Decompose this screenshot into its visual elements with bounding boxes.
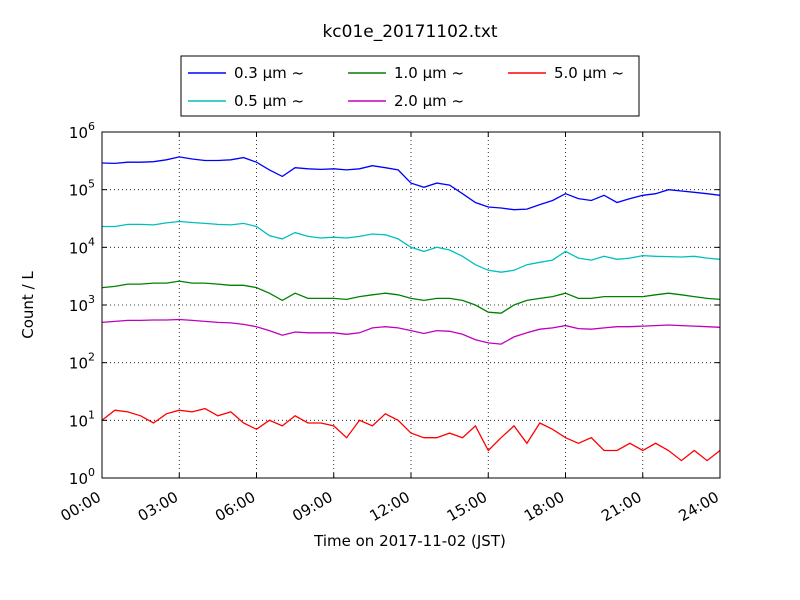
legend-box <box>180 55 640 117</box>
x-tick-label: 03:00 <box>135 488 181 525</box>
y-tick-base: 10 <box>69 297 88 315</box>
chart-title: kc01e_20171102.txt <box>322 22 497 42</box>
x-tick-label: 21:00 <box>598 488 644 525</box>
y-tick-base: 10 <box>69 470 88 488</box>
y-tick-label: 102 <box>69 351 95 373</box>
x-tick-label: 06:00 <box>212 488 258 525</box>
legend-label-3: 2.0 μm ~ <box>394 92 464 110</box>
y-tick-exponent: 6 <box>88 120 95 133</box>
x-tick-label: 18:00 <box>521 488 567 525</box>
legend: 0.3 μm ~ 0.5 μm ~ 1.0 μm ~ 2.0 μm ~ 5.0 μm ~ <box>180 55 640 117</box>
x-tick-label: 24:00 <box>676 488 722 525</box>
x-tick-label: 09:00 <box>289 488 335 525</box>
y-tick-label: 100 <box>69 466 95 488</box>
legend-label-2: 1.0 μm ~ <box>394 64 464 82</box>
series-line-0 <box>101 156 721 211</box>
series-line-2 <box>101 280 721 314</box>
x-tick-label: 15:00 <box>444 488 490 525</box>
y-tick-base: 10 <box>69 182 88 200</box>
y-tick-exponent: 4 <box>88 235 95 248</box>
y-tick-exponent: 2 <box>88 351 95 364</box>
series-line-1 <box>102 220 721 273</box>
x-axis-label: Time on 2017-11-02 (JST) <box>313 532 506 550</box>
series-layer <box>101 156 721 462</box>
legend-label-0: 0.3 μm ~ <box>234 64 304 82</box>
legend-label-4: 5.0 μm ~ <box>554 64 624 82</box>
series-line-4 <box>101 407 721 462</box>
series-line-3 <box>101 318 721 345</box>
x-tick-label: 12:00 <box>367 488 413 525</box>
y-tick-label: 104 <box>69 235 95 257</box>
y-tick-base: 10 <box>69 124 88 142</box>
y-tick-base: 10 <box>69 355 88 373</box>
y-tick-exponent: 1 <box>88 408 95 421</box>
y-axis-label: Count / L <box>19 271 37 339</box>
y-tick-label: 105 <box>69 178 95 200</box>
y-tick-exponent: 5 <box>88 178 95 191</box>
grid <box>102 132 720 478</box>
y-tick-label: 101 <box>69 408 95 430</box>
x-tick-label: 00:00 <box>58 488 104 525</box>
y-tick-exponent: 0 <box>88 466 95 479</box>
y-tick-base: 10 <box>69 239 88 257</box>
y-tick-base: 10 <box>69 412 88 430</box>
y-tick-label: 106 <box>69 120 95 142</box>
x-axis-ticks: 00:00 03:00 06:00 09:00 12:00 15:00 18:00 21:00… <box>58 132 722 525</box>
y-tick-label: 103 <box>69 293 95 315</box>
y-tick-exponent: 3 <box>88 293 95 306</box>
legend-label-1: 0.5 μm ~ <box>234 92 304 110</box>
